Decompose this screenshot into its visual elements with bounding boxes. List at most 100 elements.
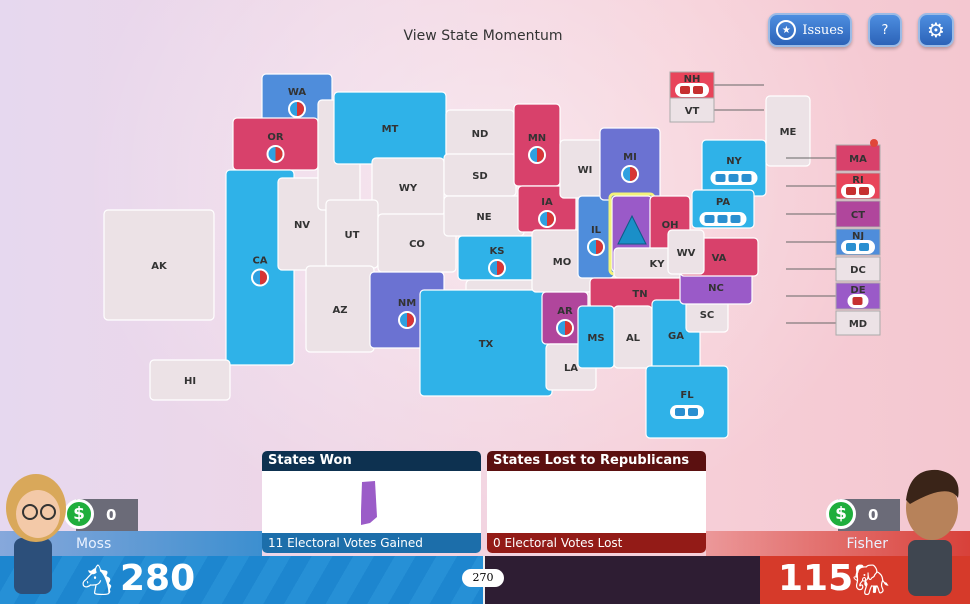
- state-label: MO: [553, 257, 571, 268]
- state-ak[interactable]: AK: [103, 209, 215, 321]
- momentum-pie-icon: [587, 238, 605, 256]
- pie-red-half: [407, 313, 414, 327]
- states-won-title: States Won: [262, 451, 481, 471]
- state-shape[interactable]: [599, 127, 661, 201]
- elephant-icon: [693, 86, 703, 94]
- state-al[interactable]: AL: [613, 305, 653, 369]
- donkey-icon: [730, 215, 741, 223]
- state-box-de[interactable]: DE: [786, 282, 881, 310]
- threshold-badge: 270: [462, 569, 504, 587]
- state-ut[interactable]: UT: [325, 199, 379, 269]
- state-nd[interactable]: ND: [445, 109, 515, 157]
- donkey-icon: 🐴︎: [78, 563, 117, 598]
- state-box-ri[interactable]: RI: [786, 172, 881, 200]
- dollar-icon: $: [826, 499, 856, 529]
- state-box[interactable]: [835, 310, 881, 336]
- state-label: VA: [712, 253, 727, 264]
- state-or[interactable]: OR: [232, 117, 319, 171]
- state-box-md[interactable]: MD: [786, 310, 881, 336]
- states-lost-panel: States Lost to Republicans 0 Electoral V…: [487, 451, 706, 553]
- state-box[interactable]: [835, 144, 881, 172]
- indiana-shape-icon: [361, 481, 377, 525]
- state-nv[interactable]: NV: [277, 177, 327, 271]
- state-shape[interactable]: [103, 209, 215, 321]
- state-label: NM: [398, 298, 416, 309]
- state-hi[interactable]: HI: [149, 359, 231, 401]
- state-shape[interactable]: [513, 103, 561, 187]
- state-shape[interactable]: [765, 95, 811, 167]
- state-box-ma[interactable]: MA: [786, 139, 881, 172]
- momentum-pie-icon: [288, 100, 306, 118]
- state-co[interactable]: CO: [377, 213, 457, 273]
- momentum-pie-icon: [488, 259, 506, 277]
- state-mn[interactable]: MN: [513, 103, 561, 187]
- location-pin-icon: [870, 139, 878, 147]
- rep-money-value: 0: [868, 506, 879, 524]
- state-shape[interactable]: [645, 365, 729, 439]
- state-label: FL: [680, 390, 694, 401]
- state-box-ct[interactable]: CT: [786, 200, 881, 228]
- state-box-dc[interactable]: DC: [786, 256, 881, 282]
- donkey-icon: [859, 243, 869, 251]
- state-box[interactable]: [669, 97, 715, 123]
- donkey-tokens-icon: [670, 405, 704, 419]
- states-won-footer: 11 Electoral Votes Gained: [262, 533, 481, 553]
- states-won-panel: States Won 11 Electoral Votes Gained: [262, 451, 481, 553]
- dem-money-value: 0: [106, 506, 117, 524]
- state-label: MN: [528, 133, 546, 144]
- donkey-icon: [704, 215, 715, 223]
- elephant-icon: [846, 187, 856, 195]
- state-az[interactable]: AZ: [305, 265, 375, 353]
- state-label: NJ: [852, 231, 864, 242]
- state-label: HI: [184, 376, 196, 387]
- state-ar[interactable]: AR: [541, 291, 589, 345]
- state-ne[interactable]: NE: [443, 195, 525, 237]
- state-me[interactable]: ME: [765, 95, 811, 167]
- momentum-pie-icon: [251, 268, 269, 287]
- state-wy[interactable]: WY: [371, 157, 445, 217]
- pie-red-half: [260, 270, 268, 285]
- momentum-pie-icon: [538, 210, 556, 228]
- state-label: ME: [780, 127, 797, 138]
- state-wa[interactable]: WA: [261, 73, 333, 125]
- state-tx[interactable]: TX: [419, 289, 553, 397]
- state-label: WY: [399, 183, 418, 194]
- dem-money: $0: [64, 499, 138, 531]
- state-label: KS: [490, 246, 505, 257]
- donkey-icon: [717, 215, 728, 223]
- issues-label: Issues: [802, 22, 844, 38]
- state-sd[interactable]: SD: [443, 153, 517, 197]
- state-label: TX: [479, 339, 494, 350]
- state-label: ND: [472, 129, 489, 140]
- issues-button[interactable]: ★ Issues: [768, 13, 852, 47]
- state-label: NV: [294, 220, 310, 231]
- fisher-avatar: [906, 469, 959, 596]
- elephant-icon: [859, 187, 869, 195]
- state-shape[interactable]: [149, 359, 231, 401]
- elephant-icon: [680, 86, 690, 94]
- state-box[interactable]: [835, 200, 881, 228]
- momentum-pie-icon: [398, 311, 416, 329]
- state-mt[interactable]: MT: [333, 91, 447, 165]
- dollar-icon: $: [64, 499, 94, 529]
- state-ms[interactable]: MS: [577, 305, 615, 369]
- donkey-icon: [715, 174, 726, 182]
- settings-button[interactable]: ⚙: [918, 13, 954, 47]
- state-box-vt[interactable]: VT: [669, 97, 764, 123]
- state-fl[interactable]: FL: [645, 365, 729, 439]
- state-wv[interactable]: WV: [667, 229, 705, 275]
- help-button[interactable]: ?: [868, 13, 902, 47]
- states-lost-footer: 0 Electoral Votes Lost: [487, 533, 706, 553]
- state-ny[interactable]: NY: [701, 139, 767, 197]
- state-box-nh[interactable]: NH: [669, 71, 764, 99]
- state-shape[interactable]: [667, 229, 705, 275]
- remaining-bar: [485, 556, 760, 604]
- state-pa[interactable]: PA: [691, 189, 755, 229]
- state-box-nj[interactable]: NJ: [786, 228, 881, 256]
- state-shape[interactable]: [701, 139, 767, 197]
- state-mi[interactable]: MI: [599, 127, 661, 201]
- state-label: IL: [591, 225, 602, 236]
- us-map[interactable]: WAORCANVIDMTWYUTCOAZNMNDSDNEKSOKTXMNIAMO…: [0, 0, 970, 460]
- state-box[interactable]: [835, 256, 881, 282]
- state-ks[interactable]: KS: [457, 235, 537, 281]
